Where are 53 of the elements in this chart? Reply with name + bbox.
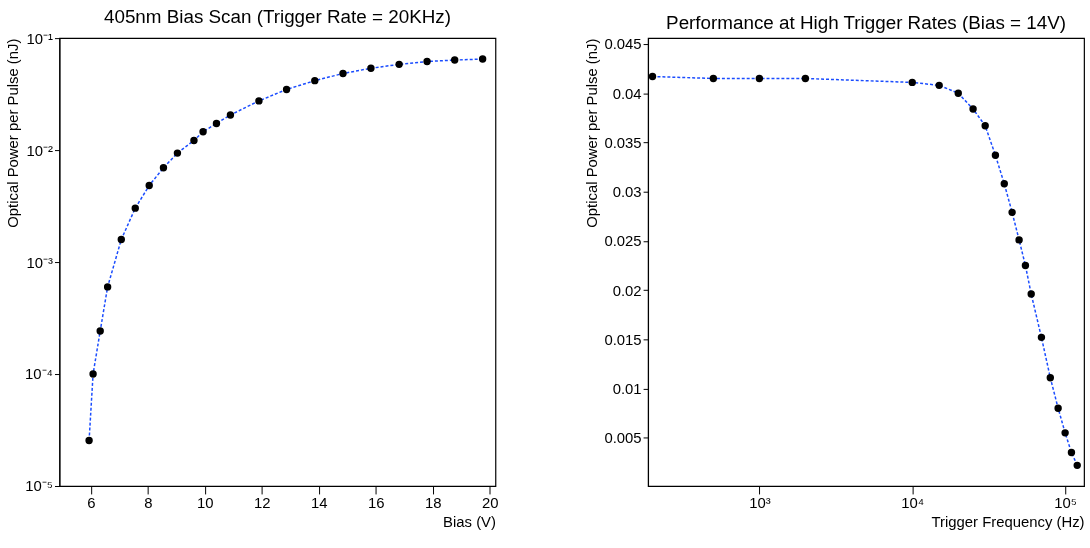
y-tick-label: 0.03 bbox=[612, 184, 642, 201]
x-tick-label: 16 bbox=[368, 495, 385, 512]
point bbox=[89, 370, 97, 378]
point bbox=[173, 149, 182, 157]
x-tick-label: 14 bbox=[311, 495, 328, 512]
point bbox=[395, 60, 403, 69]
y-tick-label: 10⁻¹ bbox=[26, 30, 54, 47]
point bbox=[367, 64, 375, 72]
y-tick-label: 10⁻⁵ bbox=[25, 478, 54, 495]
point bbox=[131, 204, 139, 212]
y-tick-label: 10⁻⁴ bbox=[25, 366, 54, 383]
y-tick-label: 0.025 bbox=[604, 233, 642, 250]
chart-title: Performance at High Trigger Rates (Bias = 14V) bbox=[666, 12, 1067, 34]
x-axis-title: Trigger Frequency (Hz) bbox=[931, 514, 1085, 531]
y-tick-label: 0.035 bbox=[604, 134, 642, 151]
point bbox=[339, 69, 347, 78]
y-tick-label: 0.005 bbox=[604, 430, 642, 447]
y-tick-label: 10⁻² bbox=[26, 142, 54, 159]
point bbox=[159, 164, 168, 172]
x-tick-label: 8 bbox=[144, 495, 153, 512]
x-tick-label: 12 bbox=[254, 495, 271, 512]
point bbox=[85, 436, 93, 445]
y-tick-label: 0.045 bbox=[604, 36, 642, 53]
y-tick-label: 0.01 bbox=[612, 381, 642, 398]
x-tick-label: 20 bbox=[481, 495, 499, 512]
x-tick-label: 10³ bbox=[749, 495, 771, 512]
point bbox=[190, 136, 198, 145]
point bbox=[226, 111, 235, 119]
x-tick-label: 10 bbox=[197, 495, 214, 512]
point bbox=[282, 85, 291, 94]
point bbox=[96, 327, 104, 335]
point bbox=[423, 57, 431, 66]
x-tick-label: 10⁵ bbox=[1054, 495, 1077, 512]
point bbox=[451, 56, 459, 64]
x-tick-label: 18 bbox=[424, 495, 442, 512]
point bbox=[478, 55, 487, 63]
point bbox=[199, 127, 207, 136]
x-tick-label: 10⁴ bbox=[901, 495, 925, 512]
point bbox=[255, 97, 263, 105]
x-tick-label: 6 bbox=[87, 495, 96, 512]
chart-title: 405nm Bias Scan (Trigger Rate = 20KHz) bbox=[103, 6, 451, 28]
x-axis-title: Bias (V) bbox=[443, 514, 496, 531]
point bbox=[103, 283, 112, 291]
point bbox=[212, 119, 221, 128]
y-axis-title: Optical Power per Pulse (nJ) bbox=[5, 38, 22, 228]
y-tick-label: 10⁻³ bbox=[26, 254, 54, 271]
point bbox=[145, 181, 153, 190]
y-tick-label: 0.02 bbox=[612, 282, 642, 299]
y-tick-label: 0.04 bbox=[612, 85, 642, 102]
point bbox=[311, 76, 319, 85]
y-axis-title: Optical Power per Pulse (nJ) bbox=[584, 38, 601, 228]
point bbox=[117, 235, 125, 244]
y-tick-label: 0.015 bbox=[604, 331, 642, 348]
